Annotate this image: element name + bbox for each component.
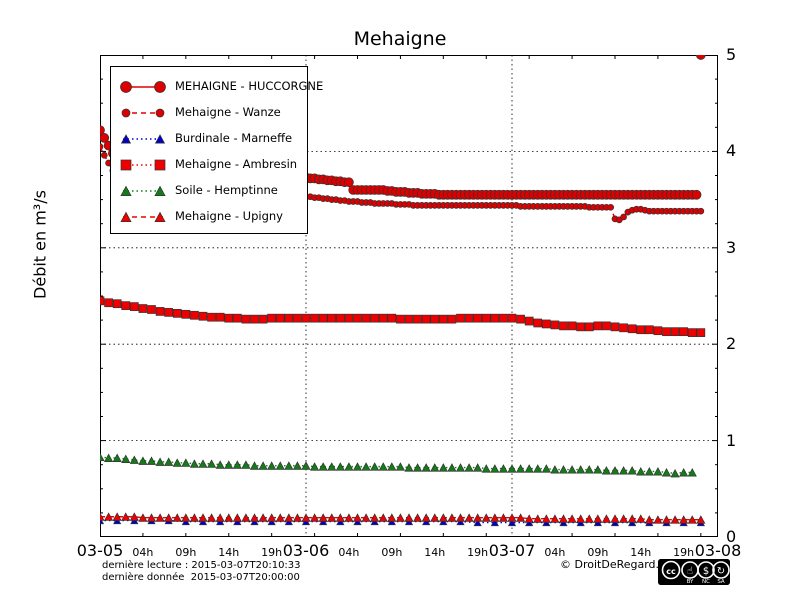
x-tick-label-minor: 14h (630, 546, 652, 559)
y-axis-label: Débit en m³/s (30, 190, 50, 299)
series-5 (100, 512, 706, 524)
legend-label: MEHAIGNE - HUCCORGNE (175, 79, 324, 93)
series-4 (100, 452, 697, 478)
chart-title: Mehaigne (353, 28, 447, 50)
legend-item-4[interactable]: Soile - Hemptinne (111, 177, 309, 205)
x-tick-label-minor: 09h (381, 546, 403, 559)
x-tick-label-minor: 04h (544, 546, 566, 559)
legend-label: Mehaigne - Upigny (175, 209, 283, 223)
svg-text:☝: ☝ (687, 566, 693, 577)
svg-text:SA: SA (717, 579, 725, 585)
legend-item-1[interactable]: Mehaigne - Wanze (111, 99, 309, 127)
x-tick-label-minor: 09h (175, 546, 197, 559)
chart-legend[interactable]: MEHAIGNE - HUCCORGNE Mehaigne - Wanze Burd… (110, 66, 323, 234)
legend-label: Burdinale - Marneffe (175, 131, 293, 145)
svg-text:cc: cc (666, 567, 676, 576)
copyright-text: © DroitDeRegard.be (560, 558, 673, 571)
legend-label: Mehaigne - Wanze (175, 105, 281, 119)
legend-item-3[interactable]: Mehaigne - Ambresin (111, 151, 309, 179)
x-tick-label-minor: 09h (587, 546, 609, 559)
x-tick-label-minor: 14h (218, 546, 240, 559)
x-tick-label-major: 03-08 (694, 541, 742, 560)
x-tick-label-major: 03-06 (282, 541, 330, 560)
legend-marker-icon (117, 125, 169, 153)
legend-marker-icon (117, 203, 169, 231)
x-tick-label-minor: 04h (132, 546, 154, 559)
legend-label: Mehaigne - Ambresin (175, 157, 298, 171)
y-tick-label: 3 (726, 237, 737, 257)
x-tick-label-major: 03-07 (488, 541, 536, 560)
x-tick-label-major: 03-05 (76, 541, 124, 560)
x-tick-label-minor: 04h (338, 546, 360, 559)
plot-canvas (100, 55, 718, 537)
svg-text:↻: ↻ (717, 566, 725, 577)
series-3 (100, 296, 706, 337)
x-tick-label-minor: 14h (424, 546, 446, 559)
legend-marker-icon (117, 151, 169, 179)
legend-item-5[interactable]: Mehaigne - Upigny (111, 203, 309, 231)
legend-item-0[interactable]: MEHAIGNE - HUCCORGNE (111, 73, 323, 101)
y-tick-label: 4 (726, 141, 737, 161)
x-tick-label-minor: 19h (261, 546, 283, 559)
x-tick-label-minor: 19h (467, 546, 489, 559)
x-tick-label-minor: 19h (673, 546, 695, 559)
y-tick-label: 5 (726, 45, 737, 64)
y-tick-label: 1 (726, 430, 737, 450)
y-tick-label: 0 (726, 527, 737, 546)
legend-label: Soile - Hemptinne (175, 183, 278, 197)
legend-item-2[interactable]: Burdinale - Marneffe (111, 125, 309, 153)
legend-marker-icon (117, 73, 169, 101)
svg-text:BY: BY (687, 579, 694, 585)
y-tick-label: 2 (726, 334, 737, 354)
cc-license-badge[interactable]: cc ☝ $ ↻ BY NC SA (658, 559, 730, 585)
legend-marker-icon (117, 99, 169, 127)
last-reading-note: dernière lecture : 2015-03-07T20:10:33 (102, 560, 301, 571)
svg-text:NC: NC (702, 579, 710, 585)
legend-marker-icon (117, 177, 169, 205)
svg-text:$: $ (703, 566, 709, 577)
last-data-note: dernière donnée 2015-03-07T20:00:00 (102, 572, 300, 583)
